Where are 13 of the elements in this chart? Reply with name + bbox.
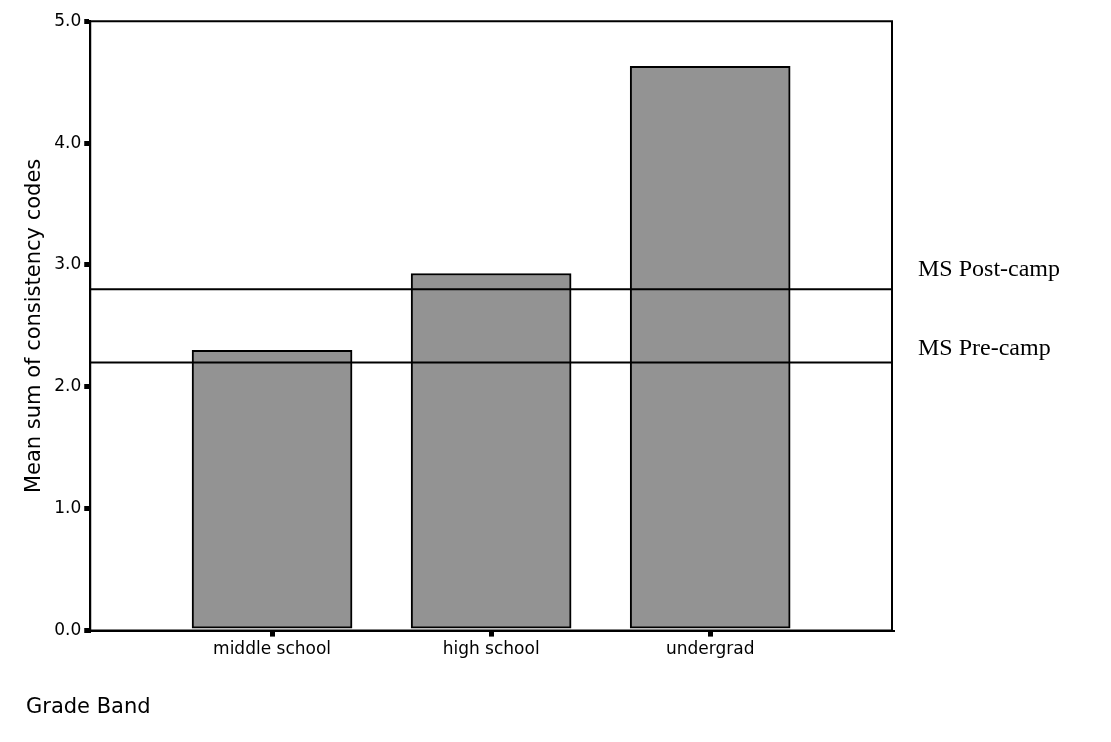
y-tick-label: 0.0 (54, 619, 82, 640)
x-axis-title: Grade Band (26, 694, 151, 718)
y-tick-label: 4.0 (54, 131, 82, 152)
x-tick-label: undergrad (665, 638, 755, 659)
x-tick-label: middle school (213, 638, 332, 659)
y-tick-label: 1.0 (54, 497, 82, 518)
y-tick-label: 3.0 (54, 253, 82, 274)
x-tick-label: high school (442, 638, 540, 659)
y-tick-label: 2.0 (54, 375, 82, 396)
ref-line-label: MS Post-camp (918, 254, 1061, 281)
y-tick-label: 5.0 (54, 9, 82, 30)
y-axis-title: Mean sum of consistency codes (21, 158, 46, 494)
ref-line-label: MS Pre-camp (918, 333, 1051, 360)
